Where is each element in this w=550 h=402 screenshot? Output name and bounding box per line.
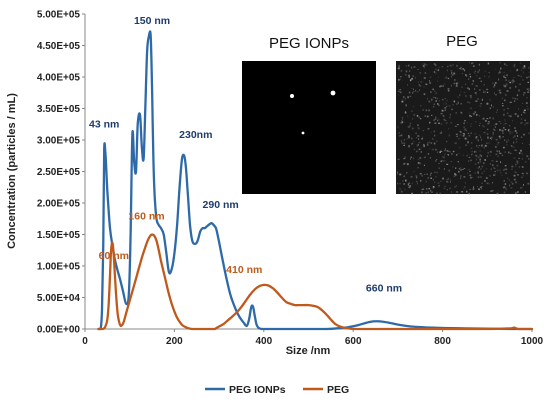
series-lines	[97, 30, 534, 331]
y-tick-label: 3.50E+05	[37, 104, 81, 115]
peak-label: 660 nm	[366, 282, 402, 294]
x-axis-title: Size /nm	[286, 345, 331, 357]
peak-annotations: 43 nm 150 nm 230nm 290 nm 660 nm 60 nm 160 nm 4…	[89, 15, 402, 294]
inset-peg-noise	[397, 62, 530, 195]
peak-label: 410 nm	[226, 264, 262, 276]
y-tick-label: 4.50E+05	[37, 41, 81, 52]
peak-label: 60 nm	[99, 250, 129, 262]
series-line-peg-ionps	[97, 30, 534, 331]
nanoparticle-spot	[290, 94, 294, 98]
nanoparticle-spot	[301, 131, 305, 135]
y-axis-title: Concentration (particles / mL)	[6, 93, 18, 249]
x-tick-label: 1000	[521, 336, 544, 347]
x-tick-labels: 0 200 400 600 800 1000	[82, 329, 544, 347]
series-line-peg	[97, 233, 534, 331]
inset-peg-label: PEG	[446, 33, 478, 50]
peak-label: 160 nm	[128, 211, 164, 223]
y-tick-label: 4.00E+05	[37, 73, 81, 84]
inset-peg: PEG	[396, 33, 530, 195]
y-tick-label: 3.00E+05	[37, 136, 81, 147]
peak-label: 43 nm	[89, 118, 119, 130]
y-tick-labels: 0.00E+00 5.00E+04 1.00E+05 1.50E+05 2.00E+05…	[37, 10, 85, 336]
x-tick-label: 200	[166, 336, 183, 347]
legend-label-peg: PEG	[327, 384, 349, 396]
inset-peg-ionps-image	[242, 61, 376, 194]
y-tick-label: 2.00E+05	[37, 199, 81, 210]
peak-label: 230nm	[179, 129, 212, 141]
inset-peg-ionps: PEG IONPs	[242, 35, 376, 194]
nanoparticle-spot	[330, 90, 336, 96]
y-tick-label: 2.50E+05	[37, 167, 81, 178]
peak-label: 290 nm	[203, 199, 239, 211]
inset-peg-ionps-label: PEG IONPs	[269, 35, 349, 52]
legend-label-peg-ionps: PEG IONPs	[229, 384, 286, 396]
x-tick-label: 0	[82, 336, 88, 347]
y-tick-label: 0.00E+00	[37, 325, 81, 336]
peak-label: 150 nm	[134, 15, 170, 27]
x-tick-label: 600	[345, 336, 362, 347]
y-tick-label: 5.00E+05	[37, 10, 81, 21]
inset-peg-image	[396, 61, 530, 194]
y-tick-label: 1.50E+05	[37, 230, 81, 241]
y-tick-label: 1.00E+05	[37, 262, 81, 273]
legend: PEG IONPs PEG	[205, 384, 349, 396]
x-tick-label: 800	[434, 336, 451, 347]
x-tick-label: 400	[255, 336, 272, 347]
y-tick-label: 5.00E+04	[37, 293, 81, 304]
